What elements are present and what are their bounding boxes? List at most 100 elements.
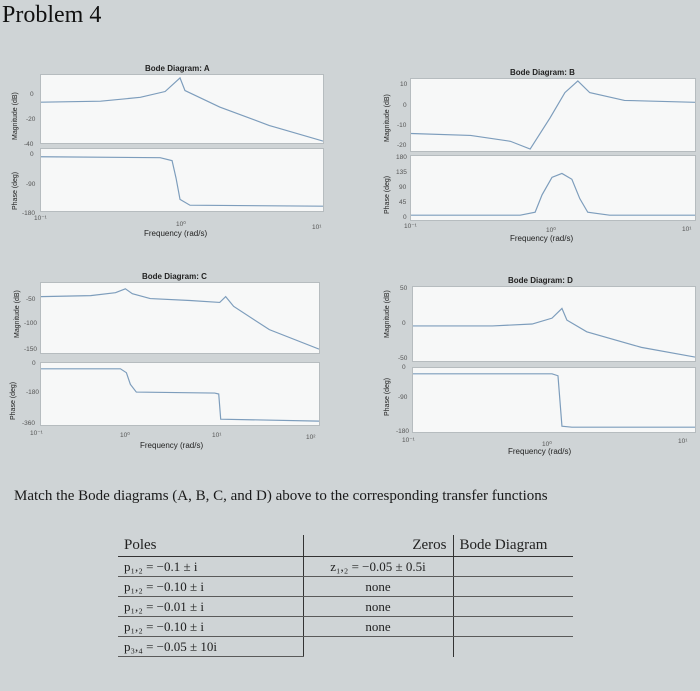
poles-cell: p₁,₂ = −0.10 ± i bbox=[118, 576, 303, 597]
x-tick: 10¹ bbox=[682, 226, 692, 233]
bode-answer-cell[interactable] bbox=[452, 596, 573, 617]
bode-title-c: Bode Diagram: C bbox=[142, 272, 207, 281]
x-tick: 10¹ bbox=[212, 432, 222, 439]
bode-diagram-d: Bode Diagram: D Magnitude (dB) Phase (de… bbox=[372, 272, 700, 462]
phase-plot-d bbox=[412, 367, 696, 433]
phase-axis-label-a: Phase (deg) bbox=[12, 171, 19, 210]
zeros-cell: none bbox=[302, 596, 453, 617]
mag-tick: -20 bbox=[26, 116, 36, 123]
phase-tick: 45 bbox=[399, 199, 407, 206]
phase-tick: 0 bbox=[403, 214, 407, 221]
magnitude-plot-b bbox=[410, 78, 696, 152]
x-tick: 10⁰ bbox=[120, 432, 130, 439]
phase-curve-d bbox=[413, 373, 695, 428]
magnitude-curve-b bbox=[411, 80, 695, 150]
mag-tick: 50 bbox=[400, 285, 408, 292]
bode-diagram-a: Bode Diagram: A Magnitude (dB) Phase (de… bbox=[0, 60, 330, 250]
mag-tick: -100 bbox=[24, 320, 38, 327]
poles-cell: p₃,₄ = −0.05 ± 10i bbox=[118, 636, 303, 657]
phase-tick: 90 bbox=[399, 184, 407, 191]
x-tick: 10⁻¹ bbox=[34, 215, 47, 222]
zeros-cell: z₁,₂ = −0.05 ± 0.5i bbox=[302, 556, 453, 577]
mag-tick: 10 bbox=[400, 81, 408, 88]
phase-tick: -90 bbox=[26, 181, 36, 188]
magnitude-plot-d bbox=[412, 286, 696, 362]
table-row: p₁,₂ = −0.10 ± i none bbox=[118, 576, 573, 597]
phase-curve-b bbox=[411, 172, 695, 216]
zeros-cell bbox=[302, 636, 453, 657]
question-text: Match the Bode diagrams (A, B, C, and D)… bbox=[14, 488, 548, 504]
phase-axis-label-c: Phase (deg) bbox=[10, 381, 17, 420]
bode-diagram-b: Bode Diagram: B Magnitude (dB) Phase (de… bbox=[370, 64, 700, 254]
mag-tick: -50 bbox=[26, 296, 36, 303]
poles-cell: p₁,₂ = −0.10 ± i bbox=[118, 616, 303, 637]
x-tick: 10⁻¹ bbox=[30, 430, 43, 437]
x-tick: 10⁻¹ bbox=[404, 223, 417, 230]
table-row: p₁,₂ = −0.1 ± i z₁,₂ = −0.05 ± 0.5i bbox=[118, 556, 573, 577]
phase-tick: -180 bbox=[396, 428, 410, 435]
table-header-row: Poles Zeros Bode Diagram bbox=[118, 535, 573, 557]
mag-tick: 0 bbox=[402, 320, 406, 327]
mag-tick: -40 bbox=[24, 141, 34, 148]
mag-tick: 0 bbox=[403, 102, 407, 109]
phase-tick: -90 bbox=[398, 394, 408, 401]
magnitude-axis-label-c: Magnitude (dB) bbox=[14, 290, 21, 338]
zeros-cell: none bbox=[302, 576, 453, 597]
poles-header: Poles bbox=[118, 535, 303, 557]
mag-tick: -20 bbox=[397, 142, 407, 149]
bode-answer-cell[interactable] bbox=[452, 556, 573, 577]
zeros-header: Zeros bbox=[302, 535, 453, 557]
x-tick: 10⁻¹ bbox=[402, 437, 415, 444]
phase-tick: 0 bbox=[402, 364, 406, 371]
phase-curve-a bbox=[41, 156, 323, 207]
magnitude-curve-d bbox=[413, 307, 695, 358]
magnitude-curve-c bbox=[41, 288, 319, 350]
phase-tick: 180 bbox=[396, 154, 407, 161]
phase-tick: -180 bbox=[26, 389, 40, 396]
transfer-function-table: Poles Zeros Bode Diagram p₁,₂ = −0.1 ± i… bbox=[118, 535, 573, 657]
phase-tick: -360 bbox=[22, 420, 36, 427]
x-tick: 10¹ bbox=[312, 224, 322, 231]
bode-answer-cell[interactable] bbox=[452, 616, 573, 637]
magnitude-axis-label-a: Magnitude (dB) bbox=[12, 92, 19, 140]
phase-tick: 135 bbox=[396, 169, 407, 176]
mag-tick: -50 bbox=[398, 355, 408, 362]
table-row: p₁,₂ = −0.01 ± i none bbox=[118, 596, 573, 617]
phase-tick: -180 bbox=[22, 210, 36, 217]
mag-tick: -10 bbox=[397, 122, 407, 129]
phase-curve-c bbox=[41, 368, 319, 422]
magnitude-plot-c bbox=[40, 282, 320, 354]
x-tick: 10¹ bbox=[678, 438, 688, 445]
frequency-axis-label-a: Frequency (rad/s) bbox=[144, 229, 208, 238]
phase-tick: 0 bbox=[30, 151, 34, 158]
mag-tick: 0 bbox=[30, 91, 34, 98]
poles-cell: p₁,₂ = −0.01 ± i bbox=[118, 596, 303, 617]
magnitude-curve-a bbox=[41, 76, 323, 142]
zeros-cell: none bbox=[302, 616, 453, 637]
mag-tick: -150 bbox=[24, 346, 38, 353]
frequency-axis-label-c: Frequency (rad/s) bbox=[140, 441, 204, 450]
frequency-axis-label-d: Frequency (rad/s) bbox=[508, 447, 572, 456]
problem-title: Problem 4 bbox=[2, 2, 102, 28]
magnitude-axis-label-b: Magnitude (dB) bbox=[384, 94, 391, 142]
bode-title-d: Bode Diagram: D bbox=[508, 276, 573, 285]
frequency-axis-label-b: Frequency (rad/s) bbox=[510, 234, 574, 243]
phase-axis-label-d: Phase (deg) bbox=[384, 377, 391, 416]
phase-plot-b bbox=[410, 155, 696, 221]
table-row: p₃,₄ = −0.05 ± 10i bbox=[118, 636, 573, 657]
x-tick: 10⁰ bbox=[176, 221, 186, 228]
bode-answer-cell[interactable] bbox=[452, 576, 573, 597]
x-tick: 10⁰ bbox=[542, 441, 552, 448]
x-tick: 10⁰ bbox=[546, 227, 556, 234]
bode-answer-cell[interactable] bbox=[452, 636, 573, 657]
magnitude-axis-label-d: Magnitude (dB) bbox=[384, 290, 391, 338]
magnitude-plot-a bbox=[40, 74, 324, 144]
poles-cell: p₁,₂ = −0.1 ± i bbox=[118, 556, 303, 577]
table-row: p₁,₂ = −0.10 ± i none bbox=[118, 616, 573, 637]
phase-tick: 0 bbox=[32, 360, 36, 367]
phase-axis-label-b: Phase (deg) bbox=[384, 175, 391, 214]
bode-title-b: Bode Diagram: B bbox=[510, 68, 575, 77]
bode-title-a: Bode Diagram: A bbox=[145, 64, 210, 73]
phase-plot-a bbox=[40, 148, 324, 212]
phase-plot-c bbox=[40, 362, 320, 426]
